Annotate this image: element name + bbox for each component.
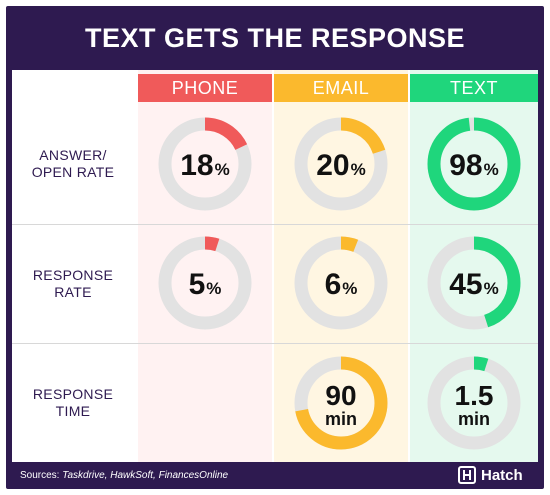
chart-title: TEXT GETS THE RESPONSE <box>84 22 466 53</box>
row-label-response-time: RESPONSE TIME <box>12 344 134 462</box>
sources-note: Sources: Taskdrive, HawkSoft, FinancesOn… <box>20 470 228 481</box>
row-label-line: RESPONSE <box>32 386 114 402</box>
row-label-line: ANSWER/ <box>39 147 107 163</box>
donut-value-label: 6% <box>325 268 358 301</box>
row-divider <box>12 224 538 225</box>
brand-logo: Hatch <box>458 463 523 487</box>
donut-unit-label: min <box>458 409 490 429</box>
row-label-line: OPEN RATE <box>31 164 115 180</box>
donut-value-arc-answer_open_rate-email <box>294 117 388 211</box>
donut-value-label: 90 <box>325 380 356 411</box>
phone-column-bg <box>138 70 272 462</box>
row-label-line: RATE <box>54 284 92 300</box>
row-label-response-rate: RESPONSE RATE <box>12 225 134 343</box>
column-header-email: EMAIL <box>274 74 408 102</box>
donut-value-label: 18% <box>180 149 230 182</box>
chart-panel: PHONE EMAIL TEXT ANSWER/ OPEN RATE RESPO… <box>12 70 538 462</box>
donut-value-arc-response_time-email <box>294 356 388 450</box>
donut-value-label: 45% <box>449 268 499 301</box>
row-label-line: RESPONSE <box>32 267 114 283</box>
donut-unit-label: min <box>325 409 357 429</box>
donut-value-arc-response_time-text <box>427 356 521 450</box>
donut-value-arc-response_rate-email <box>294 236 388 330</box>
sources-list: Taskdrive, HawkSoft, FinancesOnline <box>62 470 229 481</box>
infographic-frame: TEXT GETS THE RESPONSE PHONE EMAIL TEXT … <box>6 6 544 489</box>
donut-value-label: 98% <box>449 149 499 182</box>
column-header-phone: PHONE <box>138 74 272 102</box>
row-divider <box>12 343 538 344</box>
donut-value-arc-response_rate-phone <box>158 236 252 330</box>
donut-value-arc-response_rate-text <box>427 236 521 330</box>
sources-label: Sources: <box>20 470 60 481</box>
donut-value-label: 1.5 <box>455 380 494 411</box>
brand-name: Hatch <box>481 466 523 484</box>
hatch-logo-icon <box>458 466 476 484</box>
donut-value-arc-answer_open_rate-text <box>427 117 521 211</box>
donut-value-arc-answer_open_rate-phone <box>158 117 252 211</box>
row-label-answer-open-rate: ANSWER/ OPEN RATE <box>12 104 134 224</box>
column-header-text: TEXT <box>410 74 538 102</box>
row-label-line: TIME <box>55 403 91 419</box>
donut-value-label: 20% <box>316 149 366 182</box>
donut-value-label: 5% <box>189 268 222 301</box>
